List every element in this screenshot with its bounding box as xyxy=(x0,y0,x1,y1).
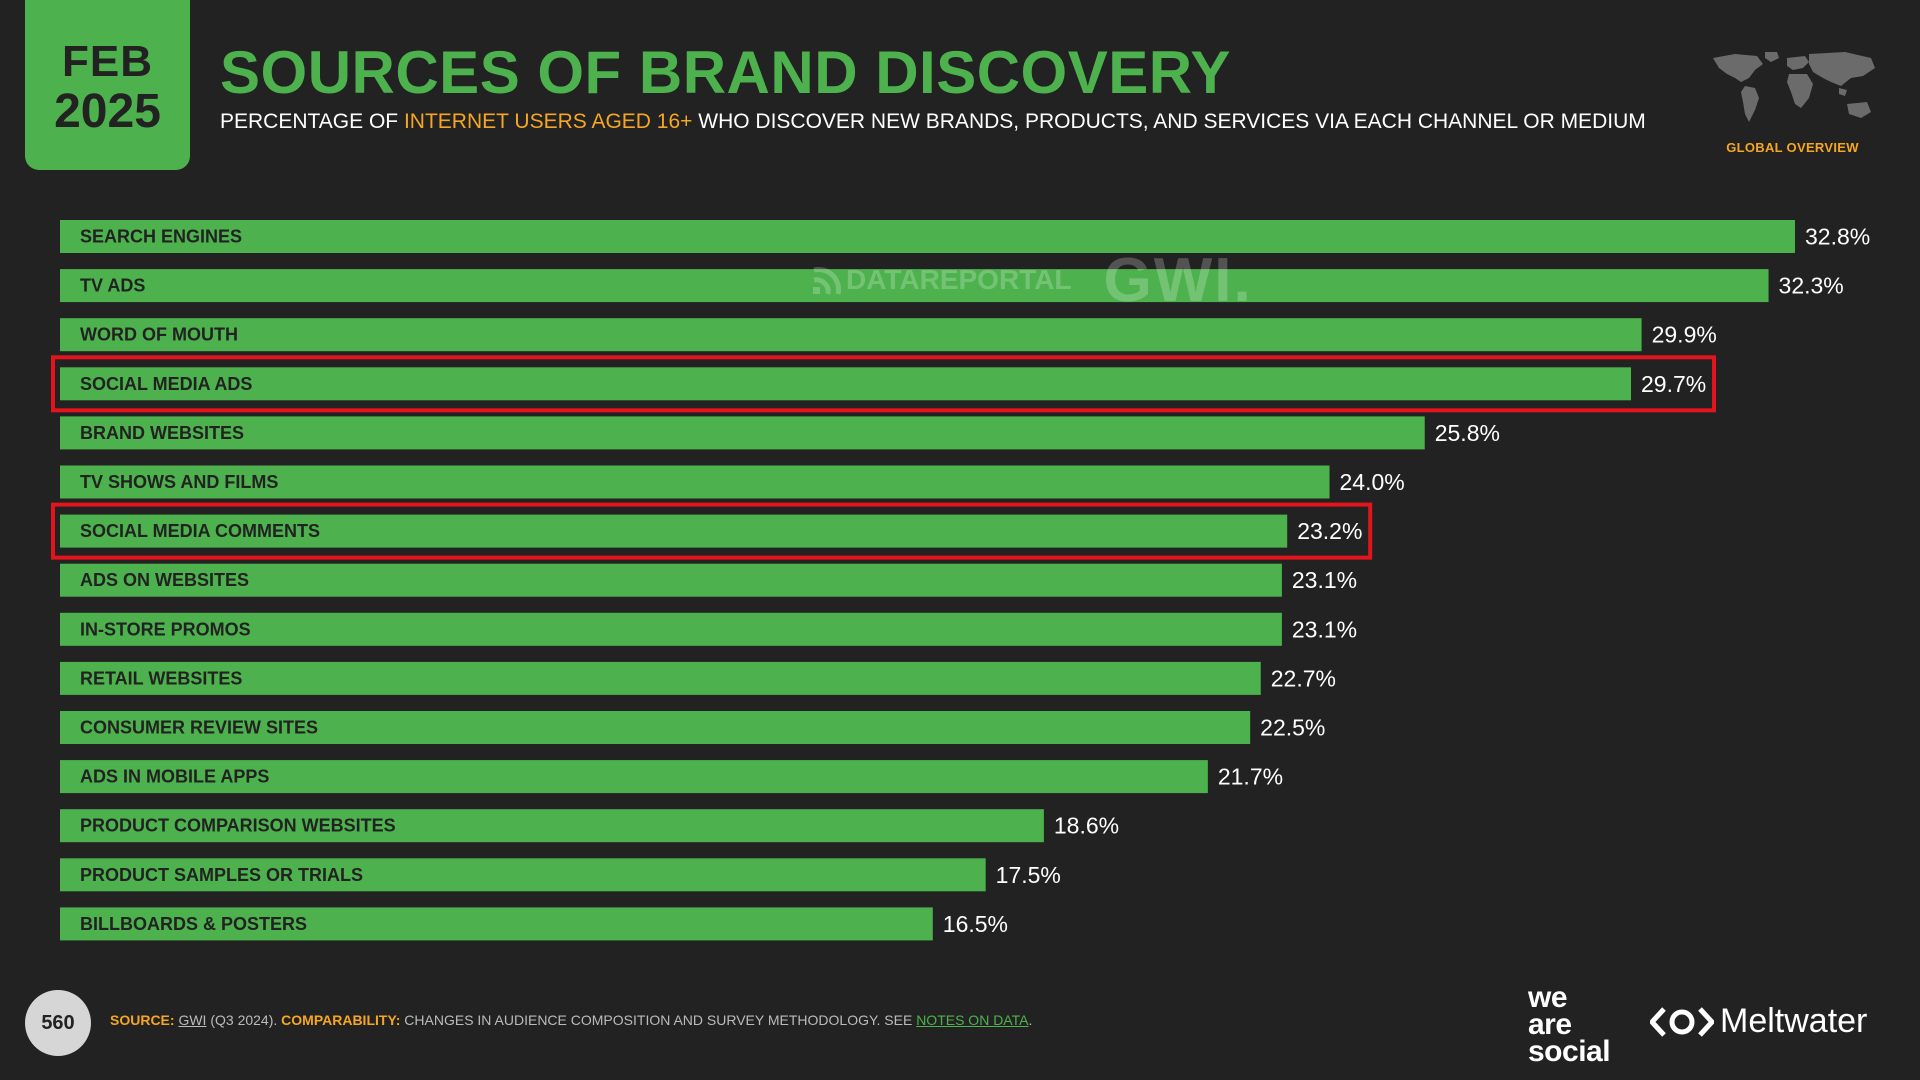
watermark: DATAREPORTAL GWI. xyxy=(810,246,1253,315)
date-month: FEB xyxy=(62,37,153,86)
bar-social-media-comments xyxy=(60,514,1288,548)
datareportal-text: DATAREPORTAL xyxy=(846,264,1072,295)
datareportal-watermark: DATAREPORTAL xyxy=(810,262,1072,298)
bar-label-billboards-posters: BILLBOARDS & POSTERS xyxy=(80,914,307,934)
bar-label-brand-websites: BRAND WEBSITES xyxy=(80,423,244,443)
value-label-in-store-promos: 23.1% xyxy=(1292,616,1357,642)
value-label-consumer-review-sites: 22.5% xyxy=(1260,715,1325,741)
logo-line-social: social xyxy=(1528,1035,1611,1068)
region-label: GLOBAL OVERVIEW xyxy=(1726,140,1859,155)
source-period: (Q3 2024). xyxy=(206,1012,282,1028)
notes-end: . xyxy=(1028,1012,1033,1028)
logo-line-we: we xyxy=(1528,981,1568,1014)
bar-retail-websites xyxy=(60,661,1261,695)
page-title: SOURCES OF BRAND DISCOVERY xyxy=(220,39,1231,106)
bar-label-ads-in-mobile-apps: ADS IN MOBILE APPS xyxy=(80,767,269,787)
value-label-word-of-mouth: 29.9% xyxy=(1652,322,1717,348)
value-label-product-samples-or-trials: 17.5% xyxy=(996,862,1061,888)
meltwater-logo: Meltwater xyxy=(1650,1002,1867,1041)
value-label-brand-websites: 25.8% xyxy=(1435,420,1500,446)
bar-label-search-engines: SEARCH ENGINES xyxy=(80,227,242,247)
bar-tv-shows-and-films xyxy=(60,465,1330,499)
highlight-box-social-media-ads xyxy=(51,355,1717,413)
gwi-watermark: GWI. xyxy=(1103,245,1253,315)
value-label-ads-in-mobile-apps: 21.7% xyxy=(1218,764,1283,790)
meltwater-icon xyxy=(1650,1006,1714,1037)
bar-ads-in-mobile-apps xyxy=(60,760,1208,794)
source-note: SOURCE: GWI (Q3 2024). COMPARABILITY: CH… xyxy=(110,1012,1032,1028)
source-key: SOURCE: xyxy=(110,1012,175,1028)
bar-in-store-promos xyxy=(60,612,1282,646)
bar-label-social-media-ads: SOCIAL MEDIA ADS xyxy=(80,374,252,394)
bar-label-consumer-review-sites: CONSUMER REVIEW SITES xyxy=(80,718,318,738)
bar-word-of-mouth xyxy=(60,318,1642,352)
value-label-retail-websites: 22.7% xyxy=(1271,665,1336,691)
value-label-social-media-ads: 29.7% xyxy=(1641,371,1706,397)
bar-product-samples-or-trials xyxy=(60,858,986,892)
comparability-text: CHANGES IN AUDIENCE COMPOSITION AND SURV… xyxy=(400,1012,917,1028)
meltwater-text: Meltwater xyxy=(1720,1002,1868,1040)
value-label-billboards-posters: 16.5% xyxy=(943,911,1008,937)
value-label-product-comparison-websites: 18.6% xyxy=(1054,813,1119,839)
notes-on-data-link[interactable]: NOTES ON DATA xyxy=(916,1012,1029,1028)
comparability-key: COMPARABILITY: xyxy=(281,1012,401,1028)
date-year: 2025 xyxy=(54,85,161,138)
bar-label-product-samples-or-trials: PRODUCT SAMPLES OR TRIALS xyxy=(80,865,363,885)
subtitle-post: WHO DISCOVER NEW BRANDS, PRODUCTS, AND S… xyxy=(692,110,1646,133)
logo-line-are: are xyxy=(1528,1008,1572,1041)
value-label-ads-on-websites: 23.1% xyxy=(1292,567,1357,593)
bar-brand-websites xyxy=(60,416,1425,450)
bar-label-social-media-comments: SOCIAL MEDIA COMMENTS xyxy=(80,521,320,541)
date-badge: FEB 2025 xyxy=(25,0,190,170)
subtitle-highlight: INTERNET USERS AGED 16+ xyxy=(403,110,693,133)
value-label-tv-shows-and-films: 24.0% xyxy=(1340,469,1405,495)
bar-billboards-posters xyxy=(60,907,933,941)
bar-consumer-review-sites xyxy=(60,711,1251,744)
bar-ads-on-websites xyxy=(60,563,1282,597)
bar-label-product-comparison-websites: PRODUCT COMPARISON WEBSITES xyxy=(80,816,396,836)
value-label-search-engines: 32.8% xyxy=(1805,224,1870,250)
subtitle-pre: PERCENTAGE OF xyxy=(220,110,404,133)
page-subtitle: PERCENTAGE OF INTERNET USERS AGED 16+ WH… xyxy=(220,110,1646,134)
bar-label-in-store-promos: IN-STORE PROMOS xyxy=(80,619,251,639)
bar-label-ads-on-websites: ADS ON WEBSITES xyxy=(80,570,249,590)
we-are-social-logo: we are social xyxy=(1528,981,1611,1068)
bar-product-comparison-websites xyxy=(60,809,1044,843)
bar-label-tv-ads: TV ADS xyxy=(80,276,145,296)
datareportal-icon xyxy=(813,267,841,295)
bar-label-retail-websites: RETAIL WEBSITES xyxy=(80,668,242,688)
bar-label-tv-shows-and-films: TV SHOWS AND FILMS xyxy=(80,472,278,492)
page-number: 560 xyxy=(25,990,91,1056)
source-gwi-link[interactable]: GWI xyxy=(178,1012,207,1028)
value-label-social-media-comments: 23.2% xyxy=(1297,518,1362,544)
bar-tv-ads xyxy=(60,269,1769,303)
bar-label-word-of-mouth: WORD OF MOUTH xyxy=(80,325,238,345)
value-label-tv-ads: 32.3% xyxy=(1779,273,1844,299)
world-map-icon xyxy=(1713,52,1875,122)
bar-social-media-ads xyxy=(60,367,1632,401)
highlight-box-social-media-comments xyxy=(51,502,1373,560)
bar-search-engines xyxy=(60,220,1795,253)
